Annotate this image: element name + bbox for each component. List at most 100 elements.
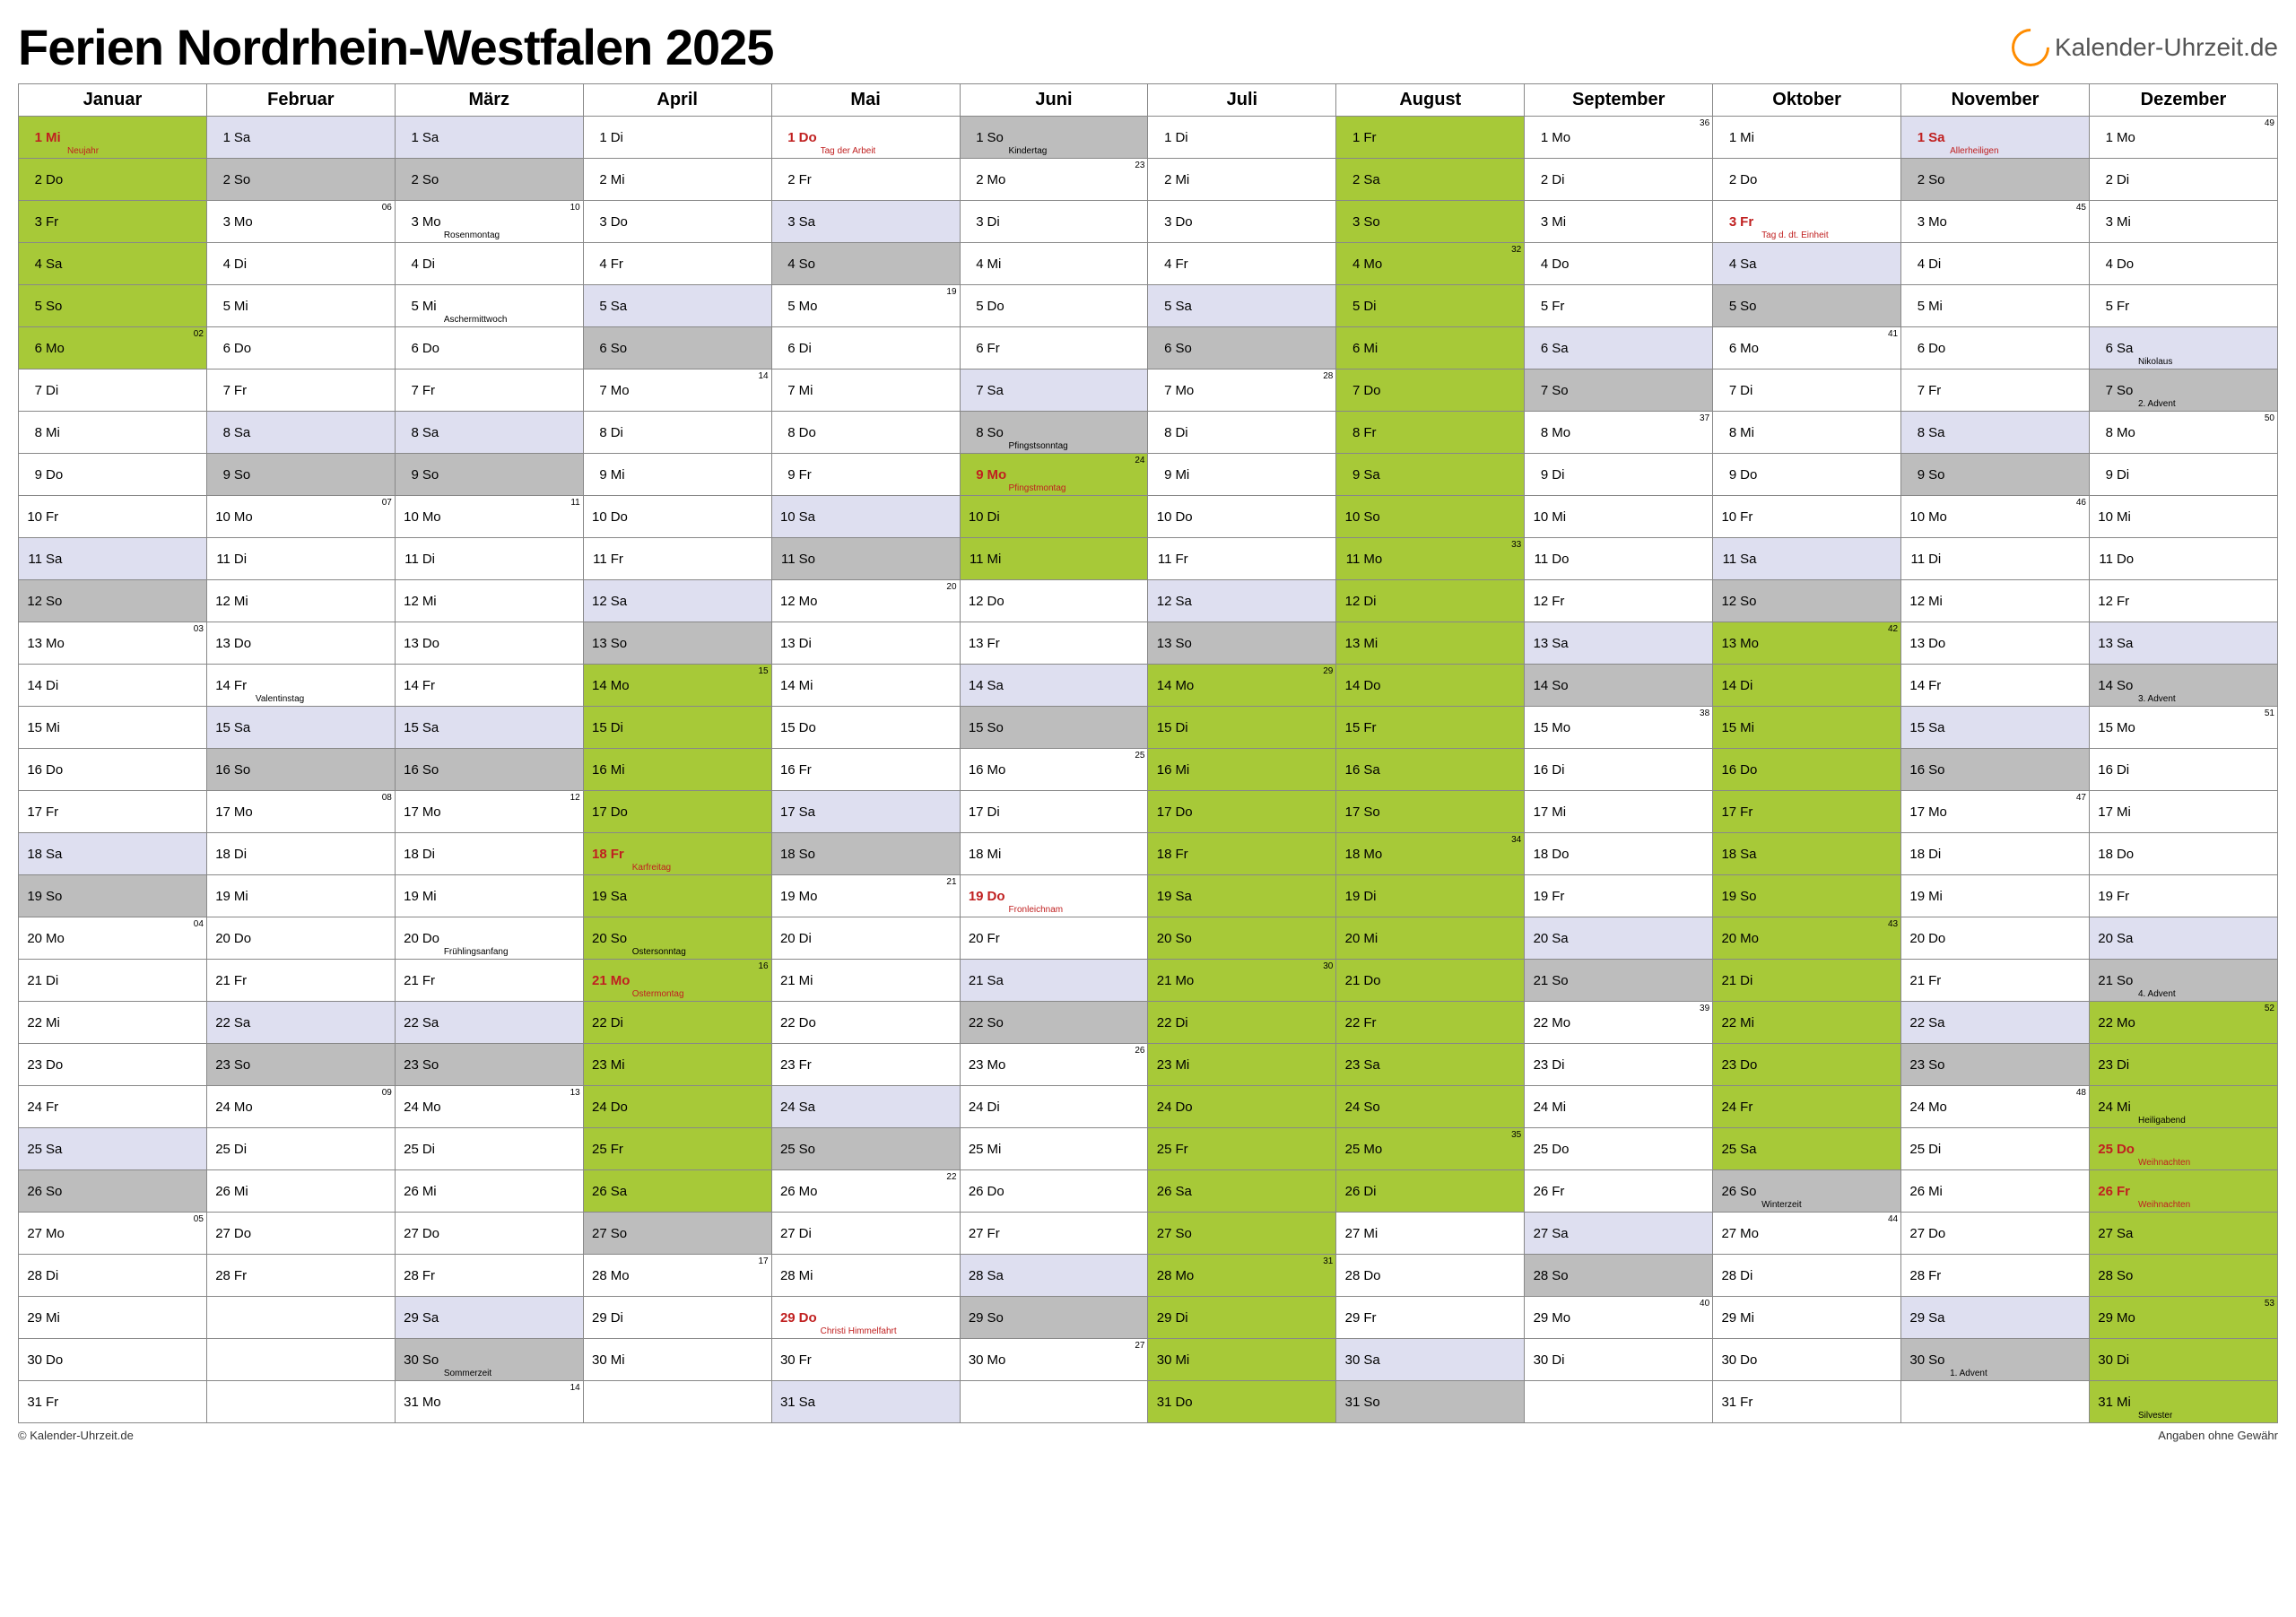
day-cell: 11Mi bbox=[960, 538, 1148, 580]
day-cell: 20Mo43 bbox=[1713, 917, 1901, 960]
day-cell: 2Mi bbox=[1148, 159, 1336, 201]
day-cell: 17Fr bbox=[19, 791, 207, 833]
day-cell: 15Sa bbox=[1901, 707, 2090, 749]
day-cell: 26Mi bbox=[395, 1170, 583, 1213]
day-cell: 7Di bbox=[19, 369, 207, 412]
day-cell: 27Sa bbox=[1525, 1213, 1713, 1255]
day-cell: 9Do bbox=[19, 454, 207, 496]
day-cell: 23Sa bbox=[1336, 1044, 1525, 1086]
day-cell: 8Sa bbox=[395, 412, 583, 454]
day-cell: 14Sa bbox=[960, 665, 1148, 707]
day-cell: 28Sa bbox=[960, 1255, 1148, 1297]
day-cell: 11Mo33 bbox=[1336, 538, 1525, 580]
day-cell: 26FrWeihnachten bbox=[2089, 1170, 2277, 1213]
day-cell: 23Do bbox=[19, 1044, 207, 1086]
day-cell: 3Mi bbox=[1525, 201, 1713, 243]
day-cell: 17Mo47 bbox=[1901, 791, 2090, 833]
day-cell: 27So bbox=[1148, 1213, 1336, 1255]
day-cell: 12Di bbox=[1336, 580, 1525, 622]
day-cell: 16Mo25 bbox=[960, 749, 1148, 791]
day-cell: 4Di bbox=[395, 243, 583, 285]
day-cell: 20Do bbox=[1901, 917, 2090, 960]
day-cell: 19Mo21 bbox=[771, 875, 960, 917]
day-cell: 29Mi bbox=[1713, 1297, 1901, 1339]
day-cell: 29Fr bbox=[1336, 1297, 1525, 1339]
day-cell: 11Fr bbox=[583, 538, 771, 580]
day-cell: 4Di bbox=[206, 243, 395, 285]
day-cell: 20Mi bbox=[1336, 917, 1525, 960]
day-cell: 29Mi bbox=[19, 1297, 207, 1339]
day-cell: 22Mi bbox=[1713, 1002, 1901, 1044]
footer-left: © Kalender-Uhrzeit.de bbox=[18, 1429, 134, 1442]
month-header: November bbox=[1901, 84, 2090, 117]
day-cell: 7Fr bbox=[395, 369, 583, 412]
day-cell: 2So bbox=[206, 159, 395, 201]
day-cell: 27So bbox=[583, 1213, 771, 1255]
day-cell: 9Mi bbox=[1148, 454, 1336, 496]
day-cell: 28Do bbox=[1336, 1255, 1525, 1297]
day-cell: 5Di bbox=[1336, 285, 1525, 327]
day-cell: 12So bbox=[1713, 580, 1901, 622]
day-cell: 29Di bbox=[1148, 1297, 1336, 1339]
day-cell: 9Di bbox=[1525, 454, 1713, 496]
day-cell: 3Mi bbox=[2089, 201, 2277, 243]
day-cell: 7So2. Advent bbox=[2089, 369, 2277, 412]
day-cell: 8Di bbox=[1148, 412, 1336, 454]
day-cell: 18Di bbox=[206, 833, 395, 875]
day-cell: 30Sa bbox=[1336, 1339, 1525, 1381]
day-cell: 15Mi bbox=[1713, 707, 1901, 749]
day-cell: 21Mo30 bbox=[1148, 960, 1336, 1002]
day-cell: 14So bbox=[1525, 665, 1713, 707]
day-cell: 23So bbox=[206, 1044, 395, 1086]
day-cell: 17Mi bbox=[1525, 791, 1713, 833]
day-cell: 9Sa bbox=[1336, 454, 1525, 496]
day-cell: 1Mo36 bbox=[1525, 117, 1713, 159]
day-cell: 1Mo49 bbox=[2089, 117, 2277, 159]
day-cell: 7Do bbox=[1336, 369, 1525, 412]
day-cell: 21Di bbox=[1713, 960, 1901, 1002]
day-cell: 8Sa bbox=[1901, 412, 2090, 454]
day-cell: 23Mi bbox=[1148, 1044, 1336, 1086]
day-cell: 20Mo04 bbox=[19, 917, 207, 960]
day-cell: 15Mo38 bbox=[1525, 707, 1713, 749]
day-cell: 13Mi bbox=[1336, 622, 1525, 665]
day-cell: 29Mo40 bbox=[1525, 1297, 1713, 1339]
day-cell: 27Mo05 bbox=[19, 1213, 207, 1255]
day-cell: 23Fr bbox=[771, 1044, 960, 1086]
day-cell: 31Fr bbox=[1713, 1381, 1901, 1423]
day-cell: 4Mo32 bbox=[1336, 243, 1525, 285]
day-cell: 24Fr bbox=[1713, 1086, 1901, 1128]
day-cell: 7Sa bbox=[960, 369, 1148, 412]
day-cell: 12Mo20 bbox=[771, 580, 960, 622]
day-cell: 21So bbox=[1525, 960, 1713, 1002]
day-cell: 25Mi bbox=[960, 1128, 1148, 1170]
day-cell: 6Fr bbox=[960, 327, 1148, 369]
day-cell: 5Fr bbox=[2089, 285, 2277, 327]
day-cell: 27Do bbox=[395, 1213, 583, 1255]
day-cell: 27Mo44 bbox=[1713, 1213, 1901, 1255]
day-cell: 6Mo02 bbox=[19, 327, 207, 369]
day-cell: 24MiHeiligabend bbox=[2089, 1086, 2277, 1128]
day-cell: 16So bbox=[206, 749, 395, 791]
day-cell: 16Fr bbox=[771, 749, 960, 791]
month-header: März bbox=[395, 84, 583, 117]
day-cell: 19Sa bbox=[1148, 875, 1336, 917]
month-header: September bbox=[1525, 84, 1713, 117]
day-cell: 27Mi bbox=[1336, 1213, 1525, 1255]
day-cell: 2Di bbox=[1525, 159, 1713, 201]
day-cell: 25Sa bbox=[1713, 1128, 1901, 1170]
day-cell: 28So bbox=[2089, 1255, 2277, 1297]
day-cell: 22Mo39 bbox=[1525, 1002, 1713, 1044]
day-cell: 12Sa bbox=[583, 580, 771, 622]
day-cell: 29DoChristi Himmelfahrt bbox=[771, 1297, 960, 1339]
day-cell: 4Fr bbox=[583, 243, 771, 285]
day-cell: 30Fr bbox=[771, 1339, 960, 1381]
day-cell: 28Mo17 bbox=[583, 1255, 771, 1297]
day-cell: 11Di bbox=[206, 538, 395, 580]
day-cell: 13Sa bbox=[1525, 622, 1713, 665]
day-cell: 4Mi bbox=[960, 243, 1148, 285]
day-cell: 23Di bbox=[2089, 1044, 2277, 1086]
day-cell: 14Di bbox=[19, 665, 207, 707]
day-cell: 17Mo12 bbox=[395, 791, 583, 833]
day-cell: 16Di bbox=[1525, 749, 1713, 791]
